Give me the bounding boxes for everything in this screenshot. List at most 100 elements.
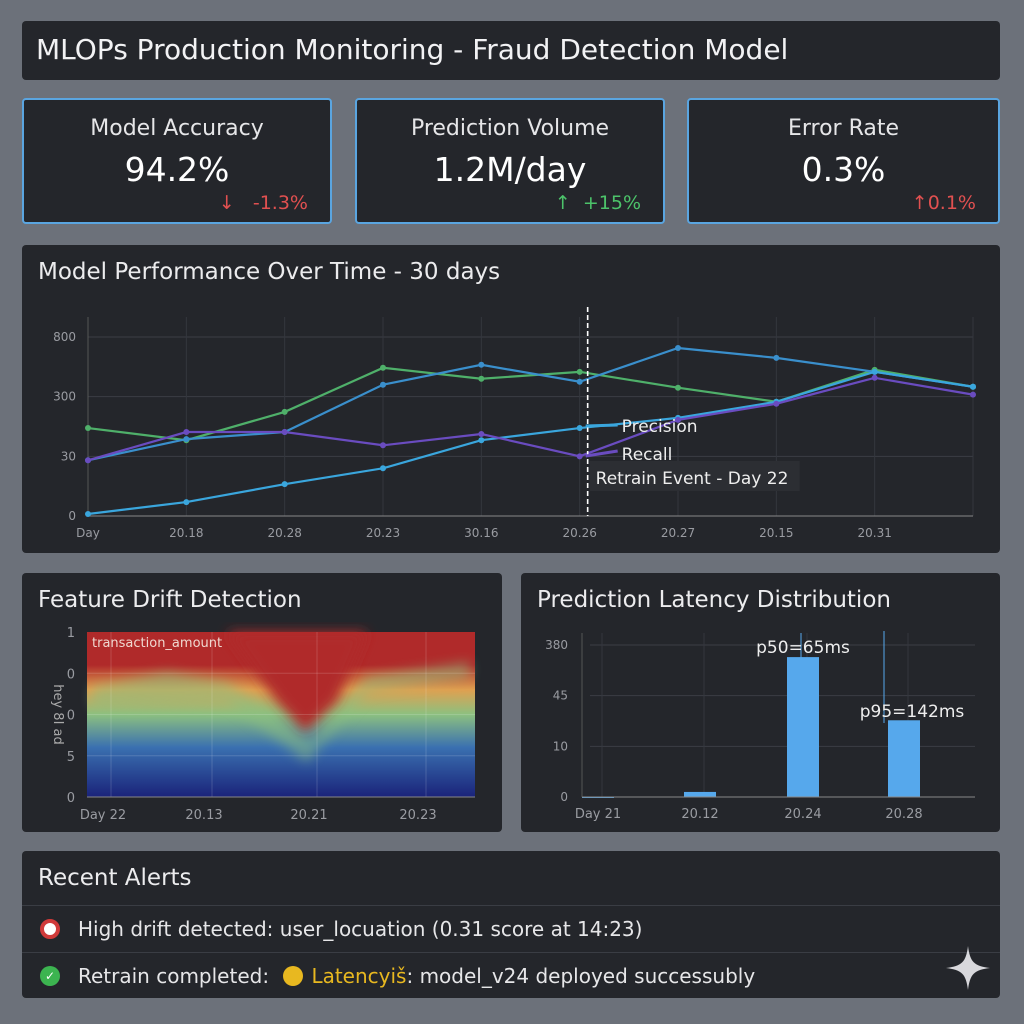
alert-item-drift[interactable]: High drift detected: user_locuation (0.3… — [22, 905, 1000, 952]
x-tick-label: 20.27 — [661, 526, 695, 540]
warning-icon — [283, 966, 304, 986]
data-point — [183, 499, 190, 506]
performance-line-chart: 0 30 300 800 Day 20.18 20.28 20.23 30.16 20.26 20.… — [53, 307, 976, 540]
x-tick-label: 20.28 — [267, 526, 301, 540]
data-point — [871, 374, 878, 381]
data-point — [85, 511, 91, 518]
p50-label: p50=65ms — [756, 638, 850, 658]
kpi-value: 94.2% — [124, 150, 230, 189]
chart-title: Model Performance Over Time - 30 days — [38, 259, 501, 285]
alert-text-rest: : model_v24 deployed successubly — [406, 964, 756, 988]
data-point — [380, 381, 386, 388]
kpi-label: Model Accuracy — [90, 116, 264, 141]
precision-label: Precision — [622, 417, 698, 437]
x-tick-label: 30.16 — [464, 526, 498, 540]
y-tick-label: 300 — [53, 390, 76, 404]
x-tick-label: 20.12 — [681, 807, 718, 822]
x-tick-label: Day — [76, 526, 100, 540]
alert-warning-text: Latencyiš — [311, 964, 407, 988]
kpi-card-error-rate[interactable]: Error Rate 0.3% ↑0.1% — [687, 98, 1000, 224]
kpi-delta: ↑0.1% — [912, 192, 976, 214]
arrow-up-icon: ↑ — [554, 192, 571, 214]
bar — [787, 657, 819, 797]
p95-label: p95=142ms — [860, 702, 965, 722]
y-tick-label: 1 — [67, 626, 75, 641]
retrain-event-label: Retrain Event - Day 22 — [596, 469, 789, 489]
x-tick-label: 20.24 — [784, 807, 821, 822]
series-line-1 — [87, 346, 974, 462]
data-point — [478, 431, 485, 438]
alert-item-retrain[interactable]: ✓ Retrain completed: Latencyiš: model_v2… — [22, 952, 1000, 999]
kpi-delta-value: +15% — [582, 192, 641, 214]
data-point — [380, 465, 386, 472]
y-tick-label: 0 — [67, 791, 75, 806]
bar — [888, 720, 920, 797]
data-point — [281, 429, 288, 436]
recall-label: Recall — [622, 445, 673, 465]
y-tick-label: 800 — [53, 330, 76, 344]
feature-drift-panel: Feature Drift Detection transaction_amou… — [22, 573, 502, 832]
data-point — [970, 391, 976, 398]
chart-title: Feature Drift Detection — [38, 587, 302, 613]
kpi-label: Prediction Volume — [410, 116, 610, 141]
x-tick-label: 20.13 — [185, 808, 222, 823]
arrow-up-icon: ↑ — [911, 192, 928, 214]
data-point — [773, 354, 780, 361]
x-tick-label: 20.15 — [759, 526, 793, 540]
y-tick-label: 5 — [67, 750, 75, 765]
data-point — [675, 416, 681, 423]
series-line-3 — [87, 376, 974, 462]
bar — [684, 791, 716, 797]
drift-spike — [227, 632, 367, 732]
x-tick-label: Day 21 — [575, 807, 621, 822]
data-point — [478, 375, 485, 382]
arrow-down-icon: ↓ — [218, 192, 235, 214]
kpi-value: 0.3% — [801, 150, 886, 189]
y-tick-label: 0 — [68, 509, 76, 523]
x-tick-label: 20.18 — [169, 526, 203, 540]
performance-chart-panel: Model Performance Over Time - 30 days 0 3… — [22, 245, 1000, 553]
kpi-delta-value: -1.3% — [252, 192, 308, 214]
data-point — [85, 457, 91, 464]
data-point — [478, 437, 485, 444]
precision-legend-swatch — [585, 423, 618, 428]
data-point — [773, 400, 780, 407]
series-line-2 — [87, 370, 974, 516]
y-tick-label: 45 — [553, 689, 568, 703]
y-tick-label: 380 — [545, 638, 568, 652]
y-tick-label: 30 — [61, 449, 76, 463]
latency-panel: Prediction Latency Distribution 0 10 45 380… — [521, 573, 1000, 832]
y-tick-label: 10 — [553, 739, 568, 753]
kpi-card-accuracy[interactable]: Model Accuracy 94.2% ↓ -1.3% — [22, 98, 332, 224]
data-point — [576, 368, 583, 375]
data-point — [675, 344, 681, 351]
page-title: MLOPs Production Monitoring - Fraud Dete… — [36, 33, 789, 66]
y-axis-label: hey 8I ad — [50, 684, 65, 745]
kpi-card-volume[interactable]: Prediction Volume 1.2M/day ↑ +15% — [355, 98, 665, 224]
x-tick-label: 20.26 — [562, 526, 596, 540]
data-point — [970, 383, 976, 390]
error-icon — [40, 919, 60, 939]
alert-text-main: Retrain completed: — [78, 964, 270, 988]
alert-text: Retrain completed: Latencyiš: model_v24 … — [78, 964, 755, 988]
data-point — [281, 481, 288, 488]
y-tick-label: 0 — [560, 790, 568, 804]
data-point — [380, 442, 386, 449]
alert-text: High drift detected: user_locuation (0.3… — [78, 917, 643, 941]
alerts-title: Recent Alerts — [38, 865, 192, 891]
series-line-0 — [87, 366, 974, 442]
series-label: transaction_amount — [92, 636, 222, 651]
alerts-panel: Recent Alerts High drift detected: user_… — [22, 851, 1000, 998]
recall-legend-swatch — [585, 449, 618, 458]
y-tick-label: 0 — [67, 709, 75, 724]
data-point — [871, 368, 878, 375]
x-tick-label: 20.21 — [290, 808, 327, 823]
annotation-box — [589, 461, 800, 491]
x-tick-label: 20.23 — [399, 808, 436, 823]
y-tick-label: 0 — [67, 667, 75, 682]
data-point — [576, 425, 583, 432]
x-tick-label: 20.28 — [885, 807, 922, 822]
latency-bar-chart: 0 10 45 380 Day 21 20.12 20.24 20.28 p50=65ms p95… — [545, 631, 975, 822]
kpi-label: Error Rate — [787, 116, 900, 141]
data-point — [576, 453, 583, 460]
